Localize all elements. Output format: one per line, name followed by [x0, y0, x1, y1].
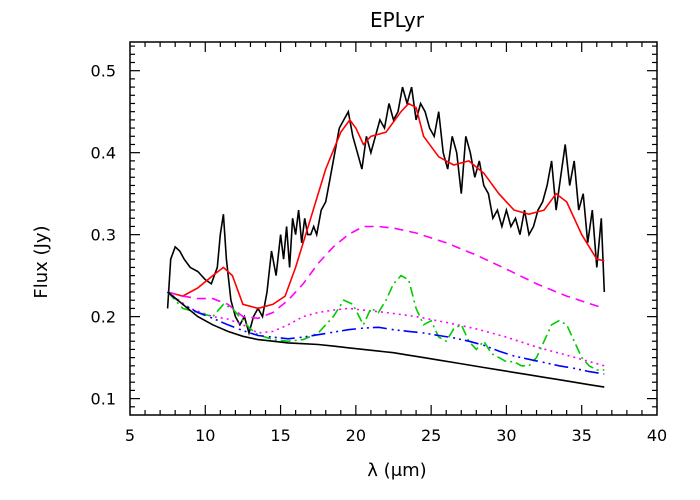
y-tick-label: 0.3: [91, 226, 116, 245]
x-tick-label: 40: [647, 426, 667, 445]
series-line-3: [167, 225, 605, 320]
x-tick-label: 35: [572, 426, 592, 445]
y-tick-label: 0.1: [91, 390, 116, 409]
x-tick-label: 15: [270, 426, 290, 445]
x-tick-label: 30: [496, 426, 516, 445]
y-tick-label: 0.4: [91, 144, 116, 163]
series-line-4: [167, 291, 605, 367]
plot-series: [166, 86, 606, 388]
series-line-2: [167, 102, 605, 310]
series-line-7: [167, 291, 605, 388]
y-tick-label: 0.5: [91, 62, 116, 81]
x-tick-label: 25: [421, 426, 441, 445]
y-axis-title: Flux (Jy): [31, 225, 52, 298]
axis-ticks: 5 10 15 20 25 30 35 40 0.1 0.2 0.3 0.4 0.5: [91, 42, 667, 445]
x-axis-title: λ (μm): [367, 460, 426, 481]
plot-frame: [129, 41, 658, 416]
y-tick-label: 0.2: [91, 308, 116, 327]
x-tick-label: 20: [346, 426, 366, 445]
series-line-1: [166, 86, 606, 336]
chart-title: EPLyr: [370, 8, 425, 32]
series-line-6: [167, 291, 605, 375]
x-tick-label: 5: [125, 426, 135, 445]
x-tick-label: 10: [195, 426, 215, 445]
series-line-5: [167, 274, 605, 371]
